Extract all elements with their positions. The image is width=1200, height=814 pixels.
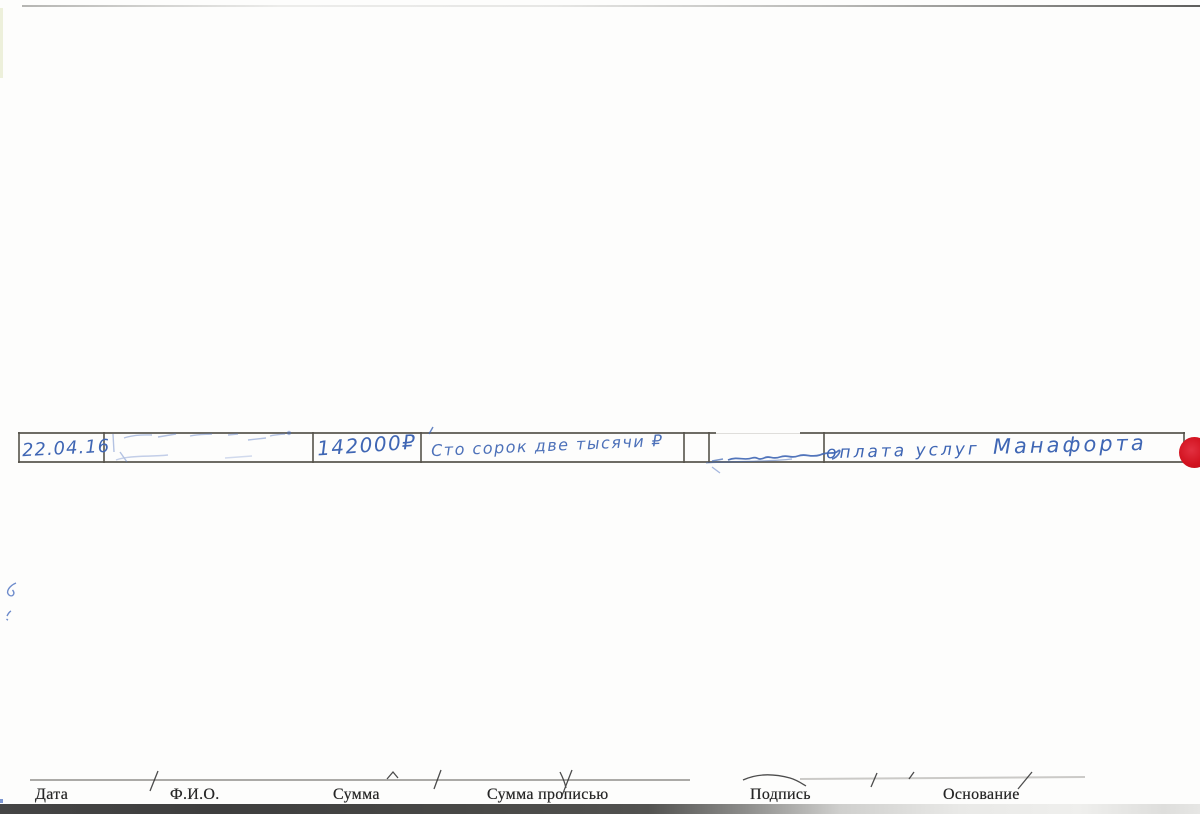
row-divider-signature-start bbox=[708, 432, 710, 463]
footer-rule-left bbox=[30, 779, 690, 781]
row-divider-amount-words bbox=[420, 432, 422, 463]
red-dot-marker bbox=[1179, 437, 1200, 468]
stray-pen-tick bbox=[711, 466, 721, 474]
row-top-border-erased-trace bbox=[716, 433, 800, 434]
row-divider-left bbox=[18, 432, 20, 463]
row-divider-fio-amount bbox=[312, 432, 314, 463]
column-label-amount-in-words: Сумма прописью bbox=[487, 786, 609, 803]
row-top-border-left bbox=[18, 432, 716, 434]
signature-scribble bbox=[705, 449, 841, 464]
scan-top-edge-line bbox=[22, 5, 1200, 7]
row-divider-signature-basis bbox=[823, 432, 825, 463]
erased-fio-handwriting bbox=[112, 430, 292, 463]
row-top-border-right bbox=[800, 432, 1185, 434]
row-divider-date-fio bbox=[103, 432, 105, 463]
column-label-amount: Сумма bbox=[333, 786, 380, 803]
blue-ink-speck bbox=[0, 799, 3, 803]
left-margin-pen-marks bbox=[6, 582, 17, 621]
row-ink-marks-overlay bbox=[112, 426, 841, 474]
scan-bottom-bar bbox=[0, 804, 1200, 814]
column-label-fio: Ф.И.О. bbox=[170, 786, 220, 803]
words-leading-tick bbox=[428, 426, 434, 435]
row-divider-words-end bbox=[683, 432, 685, 463]
footer-pen-marks-overlay bbox=[149, 769, 1033, 799]
column-label-signature: Подпись bbox=[750, 786, 811, 803]
row-bottom-border bbox=[18, 461, 1185, 463]
column-label-date: Дата bbox=[35, 786, 69, 803]
column-label-basis: Основание bbox=[943, 786, 1020, 803]
scan-left-edge-strip bbox=[0, 8, 3, 78]
